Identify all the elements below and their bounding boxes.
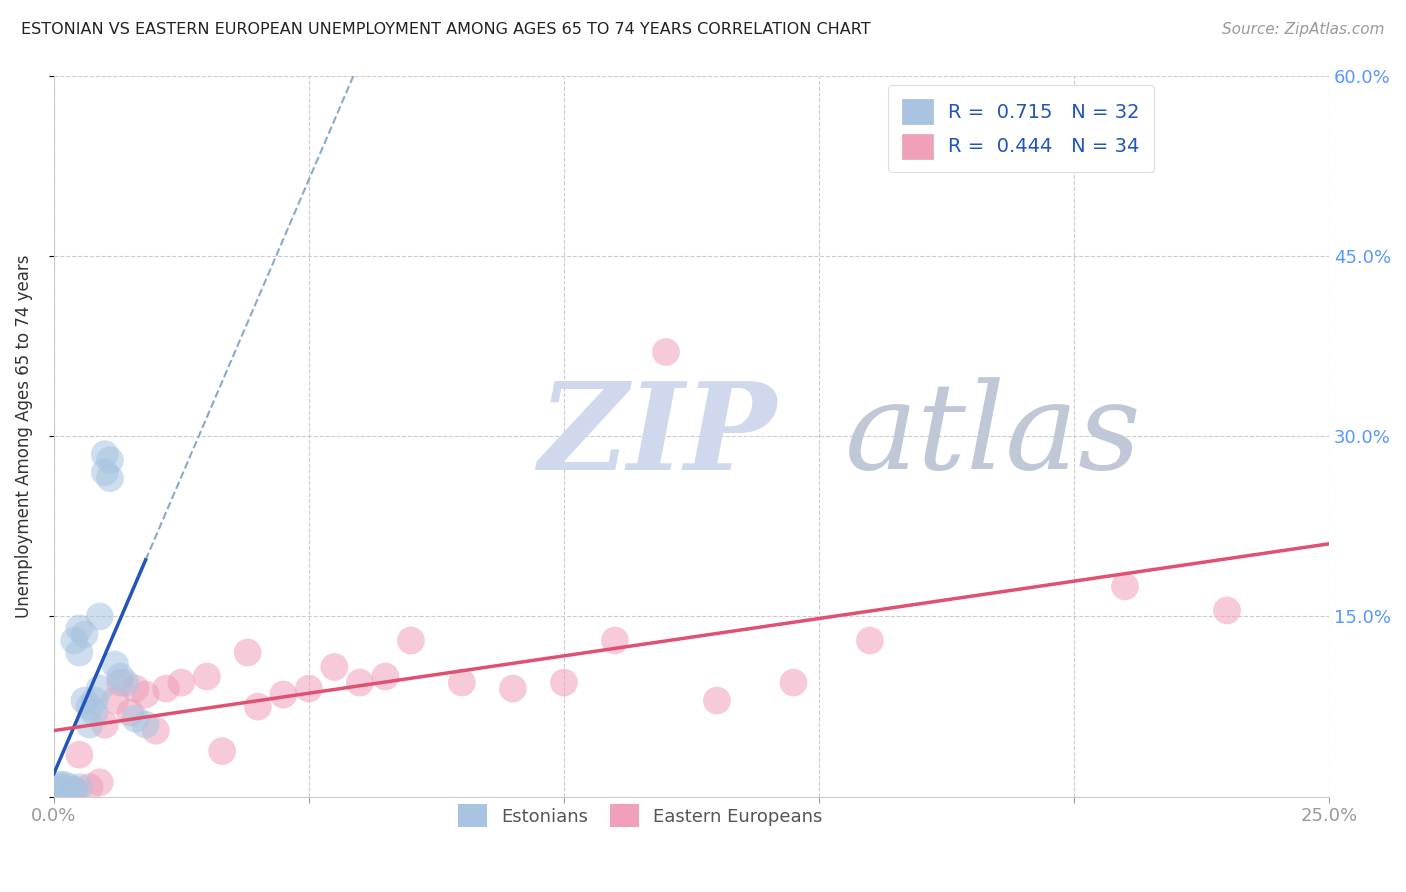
Point <box>1216 603 1239 617</box>
Point <box>706 693 728 707</box>
Point <box>135 688 157 702</box>
Point <box>124 681 146 696</box>
Point <box>73 627 96 641</box>
Point <box>120 706 142 720</box>
Point <box>349 675 371 690</box>
Point <box>63 782 86 797</box>
Text: Source: ZipAtlas.com: Source: ZipAtlas.com <box>1222 22 1385 37</box>
Text: atlas: atlas <box>845 377 1142 495</box>
Point <box>94 465 117 479</box>
Point <box>502 681 524 696</box>
Point <box>211 744 233 758</box>
Point <box>83 693 105 707</box>
Point <box>67 646 90 660</box>
Point <box>155 681 177 696</box>
Point <box>79 699 101 714</box>
Point <box>108 669 131 683</box>
Point <box>553 675 575 690</box>
Point <box>67 747 90 762</box>
Legend: Estonians, Eastern Europeans: Estonians, Eastern Europeans <box>451 797 830 835</box>
Point <box>67 780 90 794</box>
Point <box>108 675 131 690</box>
Point <box>273 688 295 702</box>
Point <box>48 778 70 792</box>
Point <box>44 788 66 802</box>
Point <box>94 717 117 731</box>
Point <box>89 609 111 624</box>
Point <box>374 669 396 683</box>
Point <box>246 699 269 714</box>
Point <box>135 717 157 731</box>
Point <box>399 633 422 648</box>
Text: ZIP: ZIP <box>538 377 776 495</box>
Point <box>67 622 90 636</box>
Point <box>104 693 127 707</box>
Point <box>89 775 111 789</box>
Point <box>89 681 111 696</box>
Point <box>58 786 80 800</box>
Point <box>48 782 70 797</box>
Point <box>145 723 167 738</box>
Text: ESTONIAN VS EASTERN EUROPEAN UNEMPLOYMENT AMONG AGES 65 TO 74 YEARS CORRELATION : ESTONIAN VS EASTERN EUROPEAN UNEMPLOYMEN… <box>21 22 870 37</box>
Point <box>53 786 76 800</box>
Point <box>195 669 218 683</box>
Point <box>73 693 96 707</box>
Point <box>104 657 127 672</box>
Point <box>1114 579 1136 593</box>
Point <box>53 786 76 800</box>
Point <box>298 681 321 696</box>
Point <box>323 660 346 674</box>
Point <box>655 345 678 359</box>
Point <box>63 633 86 648</box>
Point <box>83 706 105 720</box>
Point <box>236 646 259 660</box>
Point <box>79 717 101 731</box>
Point <box>170 675 193 690</box>
Point <box>79 780 101 794</box>
Point <box>124 712 146 726</box>
Point <box>98 453 121 467</box>
Point <box>53 784 76 798</box>
Point <box>63 784 86 798</box>
Point <box>51 780 73 794</box>
Point <box>114 675 136 690</box>
Point <box>98 471 121 485</box>
Point <box>53 778 76 792</box>
Point <box>782 675 804 690</box>
Point <box>58 780 80 794</box>
Point <box>45 785 67 799</box>
Point <box>451 675 474 690</box>
Point <box>603 633 626 648</box>
Point <box>94 447 117 461</box>
Point <box>859 633 882 648</box>
Y-axis label: Unemployment Among Ages 65 to 74 years: Unemployment Among Ages 65 to 74 years <box>15 254 32 618</box>
